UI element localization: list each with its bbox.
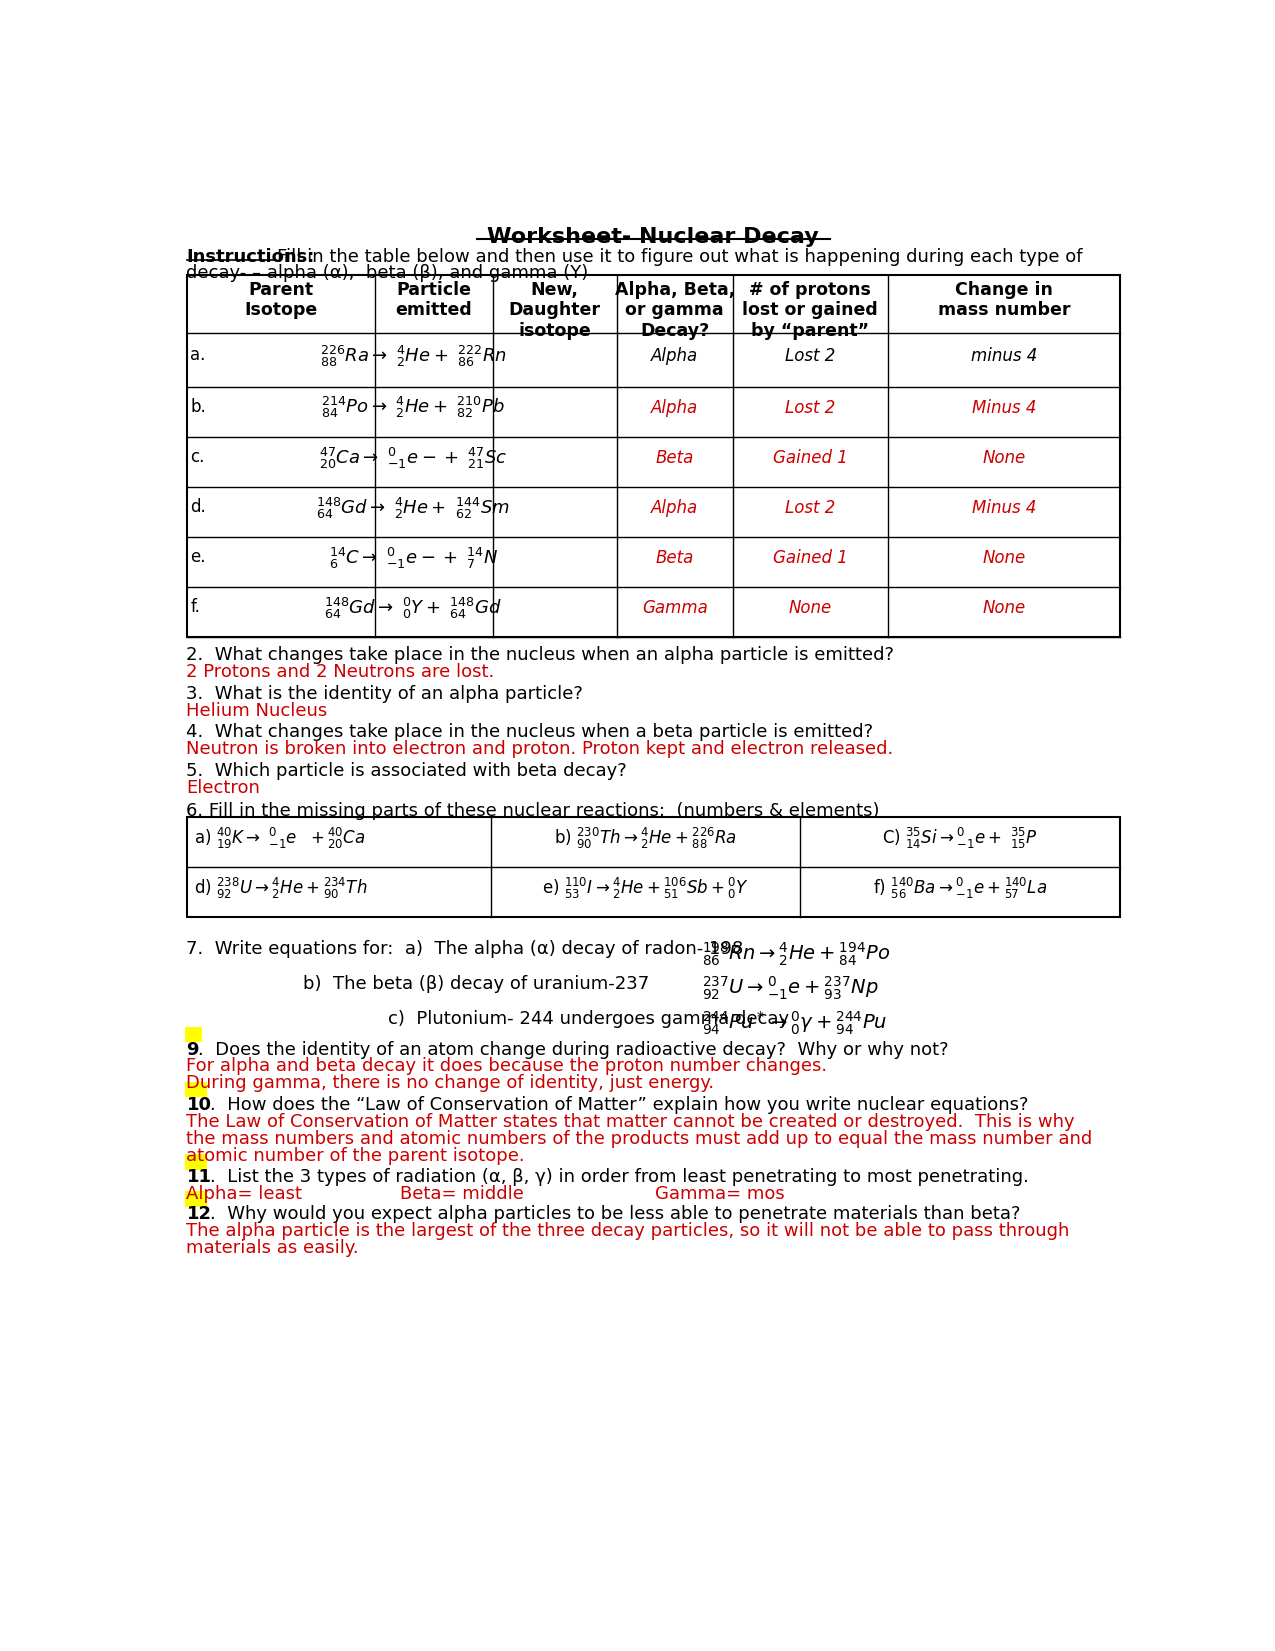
Text: minus 4: minus 4 — [972, 347, 1038, 365]
Text: Fill in the table below and then use it to figure out what is happening during e: Fill in the table below and then use it … — [277, 248, 1082, 266]
Text: Lost 2: Lost 2 — [785, 400, 835, 418]
Text: For alpha and beta decay it does because the proton number changes.: For alpha and beta decay it does because… — [186, 1057, 827, 1075]
Bar — [185, 1154, 207, 1171]
Text: materials as easily.: materials as easily. — [186, 1240, 360, 1256]
Text: e) $^{110}_{53}I \rightarrow^{4}_{2}He+^{106}_{51}Sb+^{0}_{0}Y$: e) $^{110}_{53}I \rightarrow^{4}_{2}He+^… — [542, 877, 748, 901]
Text: 6. Fill in the missing parts of these nuclear reactions:  (numbers & elements): 6. Fill in the missing parts of these nu… — [186, 802, 880, 821]
Text: $^{244}_{94}Pu^* \rightarrow^{0}_{0}\gamma+^{244}_{94}Pu$: $^{244}_{94}Pu^* \rightarrow^{0}_{0}\gam… — [701, 1010, 887, 1037]
Text: $^{148}_{64}Gd \rightarrow\ ^{0}_{0}Y +\ ^{148}_{64}Gd$: $^{148}_{64}Gd \rightarrow\ ^{0}_{0}Y +\… — [324, 596, 502, 621]
Text: Gamma= mos: Gamma= mos — [655, 1185, 785, 1204]
Text: Instructions:: Instructions: — [186, 248, 315, 266]
Text: $^{214}_{84}Po \rightarrow\ ^{4}_{2}He +\ ^{210}_{82}Pb$: $^{214}_{84}Po \rightarrow\ ^{4}_{2}He +… — [321, 395, 505, 421]
Text: Lost 2: Lost 2 — [785, 347, 835, 365]
Bar — [185, 1081, 207, 1098]
Text: 12: 12 — [186, 1205, 212, 1223]
Text: d) $^{238}_{92}U \rightarrow^{4}_{2}He+^{234}_{90}Th$: d) $^{238}_{92}U \rightarrow^{4}_{2}He+^… — [194, 877, 367, 901]
Text: a) $^{40}_{19}K \rightarrow\ ^{0}_{-1}e\ \ +^{40}_{20}Ca$: a) $^{40}_{19}K \rightarrow\ ^{0}_{-1}e\… — [194, 826, 366, 850]
Text: 2 Protons and 2 Neutrons are lost.: 2 Protons and 2 Neutrons are lost. — [186, 664, 495, 682]
Bar — [186, 817, 1121, 918]
Text: c)  Plutonium- 244 undergoes gamma decay: c) Plutonium- 244 undergoes gamma decay — [388, 1010, 789, 1027]
Text: Minus 4: Minus 4 — [972, 400, 1037, 418]
Text: None: None — [983, 599, 1026, 617]
Text: .  Why would you expect alpha particles to be less able to penetrate materials t: . Why would you expect alpha particles t… — [210, 1205, 1020, 1223]
Text: Alpha: Alpha — [652, 347, 699, 365]
Text: New,
Daughter
isotope: New, Daughter isotope — [509, 281, 601, 340]
Text: The alpha particle is the largest of the three decay particles, so it will not b: The alpha particle is the largest of the… — [186, 1222, 1070, 1240]
Text: Lost 2: Lost 2 — [785, 499, 835, 517]
Text: .  Does the identity of an atom change during radioactive decay?  Why or why not: . Does the identity of an atom change du… — [198, 1040, 949, 1058]
Text: None: None — [983, 449, 1026, 467]
Text: Minus 4: Minus 4 — [972, 499, 1037, 517]
Text: Alpha, Beta,
or gamma
Decay?: Alpha, Beta, or gamma Decay? — [615, 281, 734, 340]
Text: 2.  What changes take place in the nucleus when an alpha particle is emitted?: 2. What changes take place in the nucleu… — [186, 646, 895, 664]
Bar — [185, 1192, 207, 1207]
Text: Electron: Electron — [186, 779, 260, 797]
Bar — [185, 1027, 201, 1042]
Text: None: None — [789, 599, 833, 617]
Text: $^{226}_{88}Ra \rightarrow\ ^{4}_{2}He +\ ^{222}_{86}Rn$: $^{226}_{88}Ra \rightarrow\ ^{4}_{2}He +… — [320, 343, 506, 368]
Text: During gamma, there is no change of identity, just energy.: During gamma, there is no change of iden… — [186, 1075, 714, 1093]
Bar — [186, 276, 1121, 637]
Text: Neutron is broken into electron and proton. Proton kept and electron released.: Neutron is broken into electron and prot… — [186, 740, 894, 758]
Text: .  How does the “Law of Conservation of Matter” explain how you write nuclear eq: . How does the “Law of Conservation of M… — [210, 1096, 1028, 1114]
Text: Alpha: Alpha — [652, 499, 699, 517]
Text: .  List the 3 types of radiation (α, β, γ) in order from least penetrating to mo: . List the 3 types of radiation (α, β, γ… — [210, 1169, 1029, 1187]
Text: the mass numbers and atomic numbers of the products must add up to equal the mas: the mass numbers and atomic numbers of t… — [186, 1129, 1093, 1147]
Text: decay- – alpha (α),  beta (β), and gamma (Y): decay- – alpha (α), beta (β), and gamma … — [186, 264, 589, 282]
Text: $^{198}_{86}Rn \rightarrow^{4}_{2}He+^{194}_{84}Po$: $^{198}_{86}Rn \rightarrow^{4}_{2}He+^{1… — [701, 941, 890, 967]
Text: f.: f. — [190, 598, 200, 616]
Text: d.: d. — [190, 499, 207, 517]
Text: Alpha= least: Alpha= least — [186, 1185, 302, 1204]
Text: Beta= middle: Beta= middle — [399, 1185, 524, 1204]
Text: $^{148}_{64}Gd \rightarrow\ ^{4}_{2}He +\ ^{144}_{62}Sm$: $^{148}_{64}Gd \rightarrow\ ^{4}_{2}He +… — [316, 495, 510, 520]
Text: f) $^{140}_{56}Ba \rightarrow^{0}_{-1}e+^{140}_{57}La$: f) $^{140}_{56}Ba \rightarrow^{0}_{-1}e+… — [873, 877, 1047, 901]
Text: # of protons
lost or gained
by “parent”: # of protons lost or gained by “parent” — [742, 281, 878, 340]
Text: Change in
mass number: Change in mass number — [938, 281, 1071, 319]
Text: None: None — [983, 550, 1026, 566]
Text: Gamma: Gamma — [641, 599, 708, 617]
Text: 3.  What is the identity of an alpha particle?: 3. What is the identity of an alpha part… — [186, 685, 584, 703]
Text: Beta: Beta — [655, 550, 694, 566]
Text: 5.  Which particle is associated with beta decay?: 5. Which particle is associated with bet… — [186, 761, 627, 779]
Text: c.: c. — [190, 447, 205, 466]
Text: Gained 1: Gained 1 — [773, 550, 848, 566]
Text: 4.  What changes take place in the nucleus when a beta particle is emitted?: 4. What changes take place in the nucleu… — [186, 723, 873, 741]
Text: a.: a. — [190, 347, 205, 365]
Text: b.: b. — [190, 398, 207, 416]
Text: atomic number of the parent isotope.: atomic number of the parent isotope. — [186, 1147, 525, 1164]
Text: 11: 11 — [186, 1169, 212, 1187]
Text: 10: 10 — [186, 1096, 212, 1114]
Text: $^{47}_{20}Ca \rightarrow\ ^{0}_{-1}e- +\ ^{47}_{21}Sc$: $^{47}_{20}Ca \rightarrow\ ^{0}_{-1}e- +… — [319, 446, 507, 471]
Text: Gained 1: Gained 1 — [773, 449, 848, 467]
Text: 7.  Write equations for:  a)  The alpha (α) decay of radon- 198: 7. Write equations for: a) The alpha (α)… — [186, 941, 743, 958]
Text: 9: 9 — [186, 1040, 199, 1058]
Text: e.: e. — [190, 548, 205, 566]
Text: b) $^{230}_{90}Th \rightarrow^{4}_{2}He+^{226}_{88}Ra$: b) $^{230}_{90}Th \rightarrow^{4}_{2}He+… — [553, 826, 737, 850]
Text: Worksheet- Nuclear Decay: Worksheet- Nuclear Decay — [487, 228, 819, 248]
Text: Particle
emitted: Particle emitted — [395, 281, 472, 319]
Text: Helium Nucleus: Helium Nucleus — [186, 702, 328, 720]
Text: b)  The beta (β) decay of uranium-237: b) The beta (β) decay of uranium-237 — [302, 976, 649, 992]
Text: Parent
Isotope: Parent Isotope — [244, 281, 317, 319]
Text: Alpha: Alpha — [652, 400, 699, 418]
Text: $^{237}_{92}U \rightarrow^{0}_{-1}e+^{237}_{93}Np$: $^{237}_{92}U \rightarrow^{0}_{-1}e+^{23… — [701, 976, 878, 1002]
Text: $^{14}_{6}C \rightarrow\ ^{0}_{-1}e- +\ ^{14}_{7}N$: $^{14}_{6}C \rightarrow\ ^{0}_{-1}e- +\ … — [329, 545, 497, 571]
Text: C) $^{35}_{14}Si \rightarrow^{0}_{-1}e+\ ^{35}_{15}P$: C) $^{35}_{14}Si \rightarrow^{0}_{-1}e+\… — [882, 826, 1038, 850]
Text: Beta: Beta — [655, 449, 694, 467]
Text: The Law of Conservation of Matter states that matter cannot be created or destro: The Law of Conservation of Matter states… — [186, 1113, 1075, 1131]
